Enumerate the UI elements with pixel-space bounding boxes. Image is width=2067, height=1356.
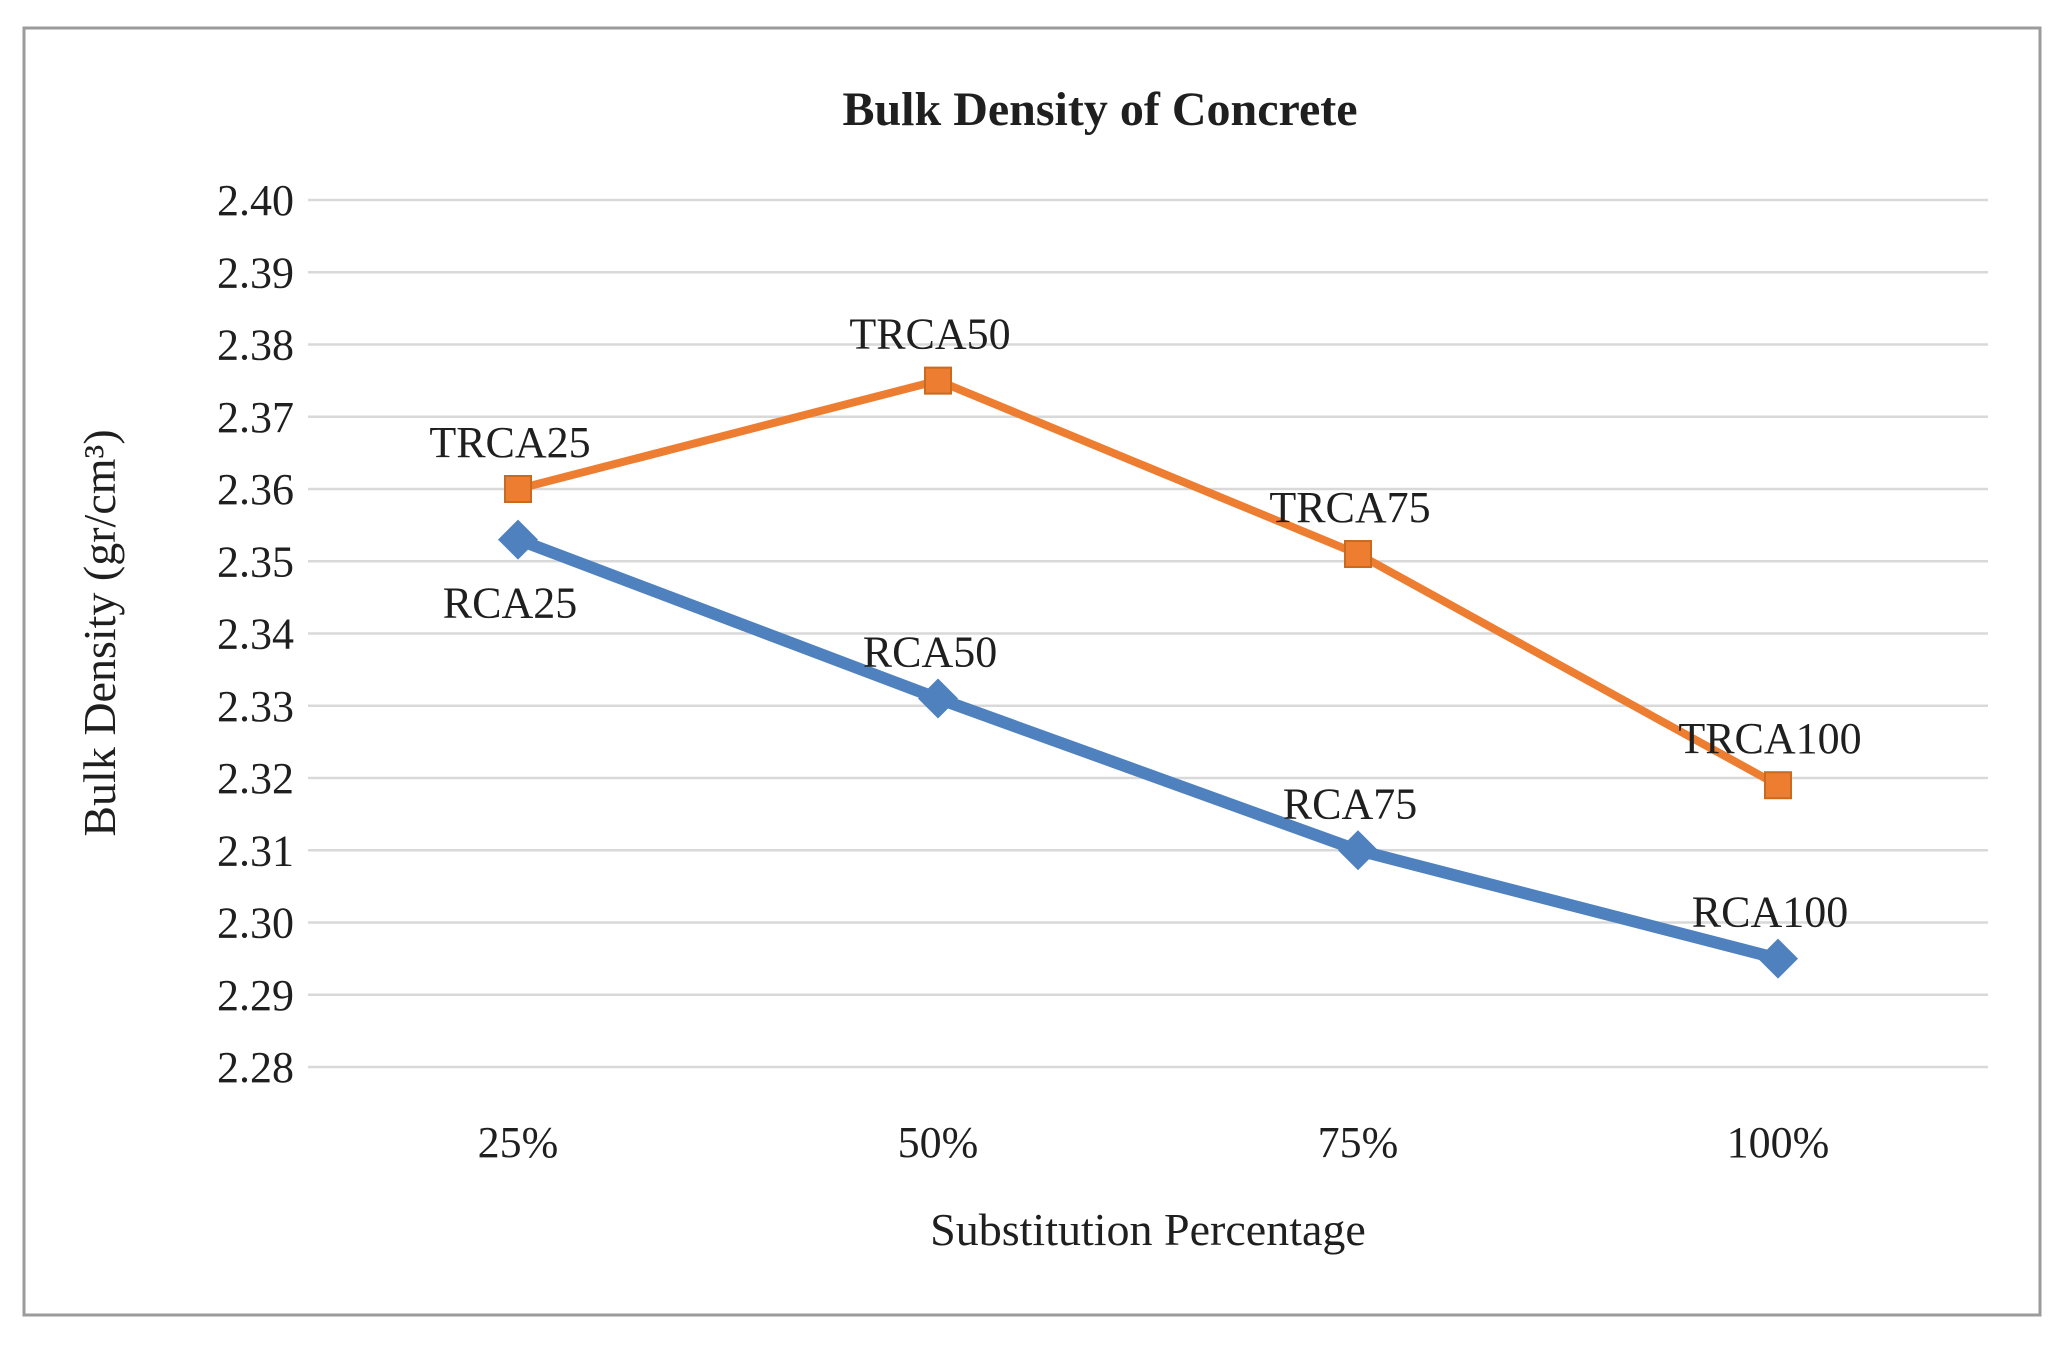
y-tick-label: 2.39 xyxy=(217,248,294,297)
series-line-trca xyxy=(514,376,1782,790)
data-point-marker-square xyxy=(924,366,952,395)
y-tick-label: 2.29 xyxy=(217,971,294,1020)
data-point-marker-diamond xyxy=(1758,938,1798,979)
y-tick-label: 2.28 xyxy=(217,1043,294,1092)
x-tick-label: 100% xyxy=(1727,1118,1830,1167)
data-point-label: TRCA100 xyxy=(1678,714,1861,763)
y-tick-label: 2.31 xyxy=(217,826,294,875)
x-tick-label: 25% xyxy=(478,1118,559,1167)
x-tick-label: 50% xyxy=(898,1118,979,1167)
y-axis-title: Bulk Density (gr/cm³) xyxy=(74,429,125,836)
chart-title: Bulk Density of Concrete xyxy=(842,83,1357,136)
plot-area: 2.28 2.29 2.30 2.31 2.32 2.33 2.34 2.35 2.36 2.37… xyxy=(217,176,1988,1167)
y-tick-label: 2.34 xyxy=(217,610,294,659)
data-point-label: RCA100 xyxy=(1692,888,1848,937)
data-point-label: RCA25 xyxy=(443,579,577,628)
data-point-label: RCA75 xyxy=(1283,779,1417,828)
y-tick-label: 2.40 xyxy=(217,176,294,225)
data-point-marker-diamond xyxy=(498,519,538,560)
y-tick-label: 2.36 xyxy=(217,465,294,514)
chart-frame-border xyxy=(22,26,2042,1317)
y-tick-label: 2.35 xyxy=(217,537,294,586)
y-tick-label: 2.33 xyxy=(217,682,294,731)
y-tick-label: 2.32 xyxy=(217,754,294,803)
data-point-marker-square xyxy=(1344,540,1372,569)
x-tick-label: 75% xyxy=(1318,1118,1399,1167)
y-tick-label: 2.30 xyxy=(217,899,294,948)
x-axis-title: Substitution Percentage xyxy=(930,1204,1366,1255)
data-point-label: RCA50 xyxy=(863,628,997,677)
data-point-label: TRCA75 xyxy=(1269,483,1430,532)
data-point-marker-diamond xyxy=(1338,830,1378,871)
series-line-rca xyxy=(512,533,1784,965)
y-tick-label: 2.38 xyxy=(217,321,294,370)
data-point-label: TRCA25 xyxy=(429,418,590,467)
data-point-marker-square xyxy=(1764,771,1792,800)
data-point-marker-diamond xyxy=(918,678,958,719)
data-point-marker-square xyxy=(504,475,532,503)
data-point-label: TRCA50 xyxy=(849,310,1010,359)
y-tick-label: 2.37 xyxy=(217,393,294,442)
